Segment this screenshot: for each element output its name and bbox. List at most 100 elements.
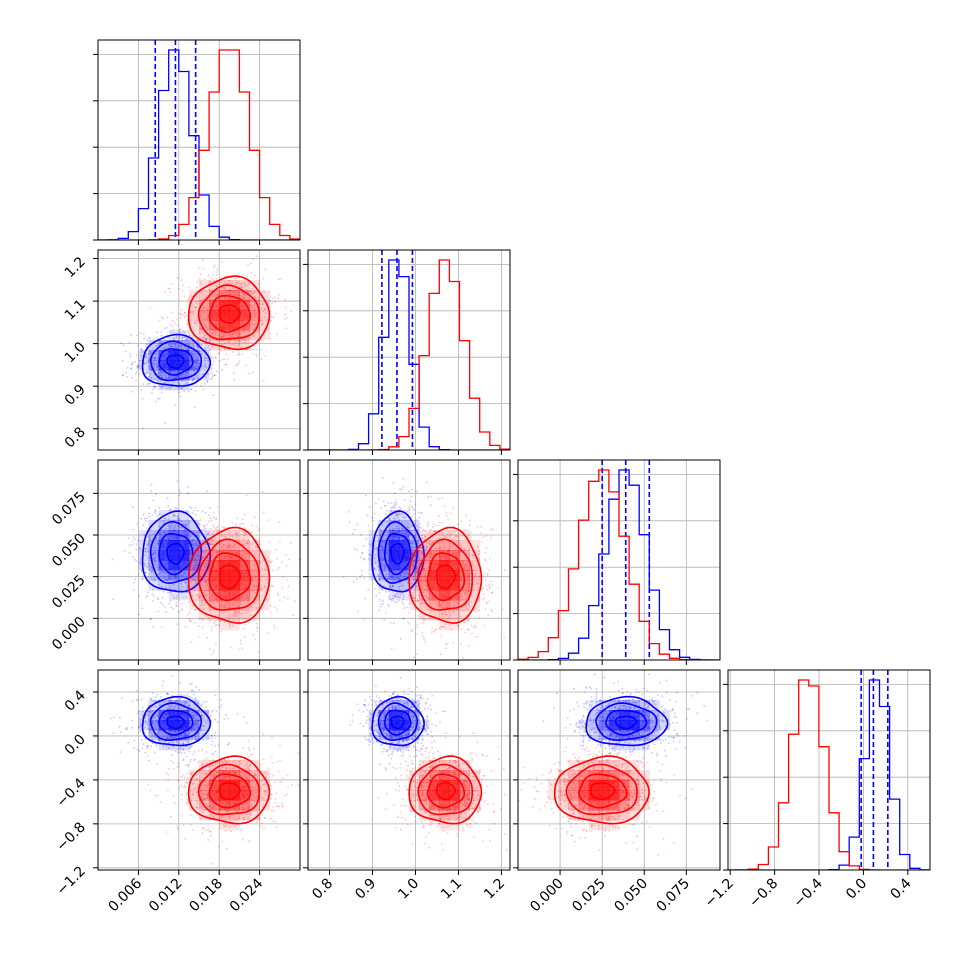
scatter-point bbox=[208, 766, 211, 768]
scatter-point bbox=[153, 385, 156, 388]
scatter-point bbox=[261, 558, 264, 560]
scatter-point bbox=[192, 350, 195, 352]
scatter-point bbox=[242, 549, 245, 552]
scatter-point bbox=[135, 549, 138, 551]
scatter-point bbox=[179, 748, 182, 750]
scatter-point bbox=[148, 506, 151, 509]
scatter-point bbox=[155, 706, 158, 709]
scatter-point bbox=[146, 343, 149, 346]
density-cell bbox=[199, 590, 210, 601]
scatter-point bbox=[229, 544, 232, 546]
scatter-point bbox=[167, 591, 169, 594]
scatter-point bbox=[180, 733, 183, 736]
scatter-point bbox=[200, 604, 202, 606]
scatter-point bbox=[196, 510, 199, 512]
scatter-point bbox=[259, 589, 261, 592]
scatter-point bbox=[474, 625, 477, 627]
scatter-point bbox=[477, 600, 479, 603]
scatter-point bbox=[187, 764, 189, 767]
scatter-point bbox=[256, 349, 258, 351]
scatter-point bbox=[199, 273, 202, 276]
scatter-point bbox=[449, 543, 451, 545]
scatter-point bbox=[212, 602, 215, 604]
panel-content bbox=[98, 40, 300, 240]
scatter-point bbox=[352, 532, 354, 535]
contour-series-0 bbox=[149, 520, 202, 584]
scatter-point bbox=[216, 721, 219, 724]
scatter-point bbox=[453, 605, 456, 607]
scatter-point bbox=[171, 345, 174, 348]
scatter-point bbox=[204, 601, 207, 604]
scatter-point bbox=[246, 349, 248, 351]
scatter-point bbox=[210, 629, 213, 632]
scatter-point bbox=[461, 534, 464, 537]
scatter-point bbox=[204, 550, 207, 552]
scatter-point bbox=[201, 715, 203, 718]
scatter-point bbox=[412, 591, 415, 594]
scatter-point bbox=[172, 320, 174, 322]
scatter-point bbox=[228, 279, 231, 282]
scatter-point bbox=[144, 520, 147, 522]
scatter-point bbox=[146, 547, 148, 550]
density-cell bbox=[199, 580, 210, 591]
scatter-point bbox=[204, 359, 206, 362]
scatter-point bbox=[200, 315, 203, 318]
density-cell bbox=[409, 550, 420, 561]
scatter-point bbox=[215, 370, 218, 373]
scatter-point bbox=[159, 695, 162, 698]
scatter-point bbox=[132, 589, 135, 591]
scatter-point bbox=[409, 526, 412, 528]
scatter-point bbox=[186, 381, 189, 384]
scatter-point bbox=[417, 600, 420, 603]
density-cell bbox=[199, 550, 210, 561]
scatter-point bbox=[216, 600, 219, 603]
scatter-point bbox=[165, 338, 167, 341]
scatter-point bbox=[178, 698, 181, 700]
scatter-point bbox=[191, 569, 194, 572]
scatter-point bbox=[131, 376, 133, 379]
scatter-point bbox=[204, 590, 206, 592]
scatter-point bbox=[206, 533, 209, 536]
scatter-point bbox=[235, 611, 238, 614]
scatter-point bbox=[239, 346, 242, 349]
scatter-point bbox=[209, 543, 212, 546]
density-cell bbox=[188, 520, 200, 531]
scatter-point bbox=[244, 284, 247, 287]
density-cell bbox=[249, 300, 260, 311]
density-cell bbox=[398, 540, 410, 551]
scatter-point bbox=[409, 500, 412, 503]
scatter-point bbox=[209, 715, 212, 717]
scatter-point bbox=[141, 739, 143, 742]
scatter-point bbox=[150, 368, 153, 371]
scatter-point bbox=[261, 588, 263, 591]
scatter-point bbox=[124, 350, 127, 353]
density-cell bbox=[249, 560, 260, 571]
scatter-point bbox=[393, 504, 395, 507]
scatter-point bbox=[252, 634, 255, 636]
scatter-point bbox=[156, 365, 158, 368]
scatter-point bbox=[163, 531, 165, 534]
scatter-point bbox=[202, 388, 205, 391]
scatter-point bbox=[414, 534, 416, 537]
scatter-point bbox=[404, 517, 407, 519]
scatter-point bbox=[168, 287, 171, 290]
scatter-point bbox=[239, 332, 242, 335]
scatter-point bbox=[423, 637, 425, 640]
scatter-point bbox=[412, 560, 415, 563]
scatter-point bbox=[200, 601, 203, 604]
scatter-point bbox=[207, 282, 210, 285]
scatter-point bbox=[147, 382, 150, 385]
density-cell bbox=[239, 330, 250, 341]
density-cell bbox=[239, 580, 250, 591]
scatter-point bbox=[382, 569, 385, 572]
scatter-point bbox=[165, 737, 168, 739]
density-cell bbox=[239, 600, 250, 611]
scatter-point bbox=[424, 559, 427, 561]
scatter-point bbox=[206, 316, 209, 319]
density-cell bbox=[419, 580, 430, 591]
scatter-point bbox=[150, 577, 153, 580]
scatter-point bbox=[405, 554, 408, 557]
scatter-point bbox=[411, 552, 414, 555]
scatter-point bbox=[205, 570, 208, 573]
scatter-point bbox=[183, 735, 185, 738]
